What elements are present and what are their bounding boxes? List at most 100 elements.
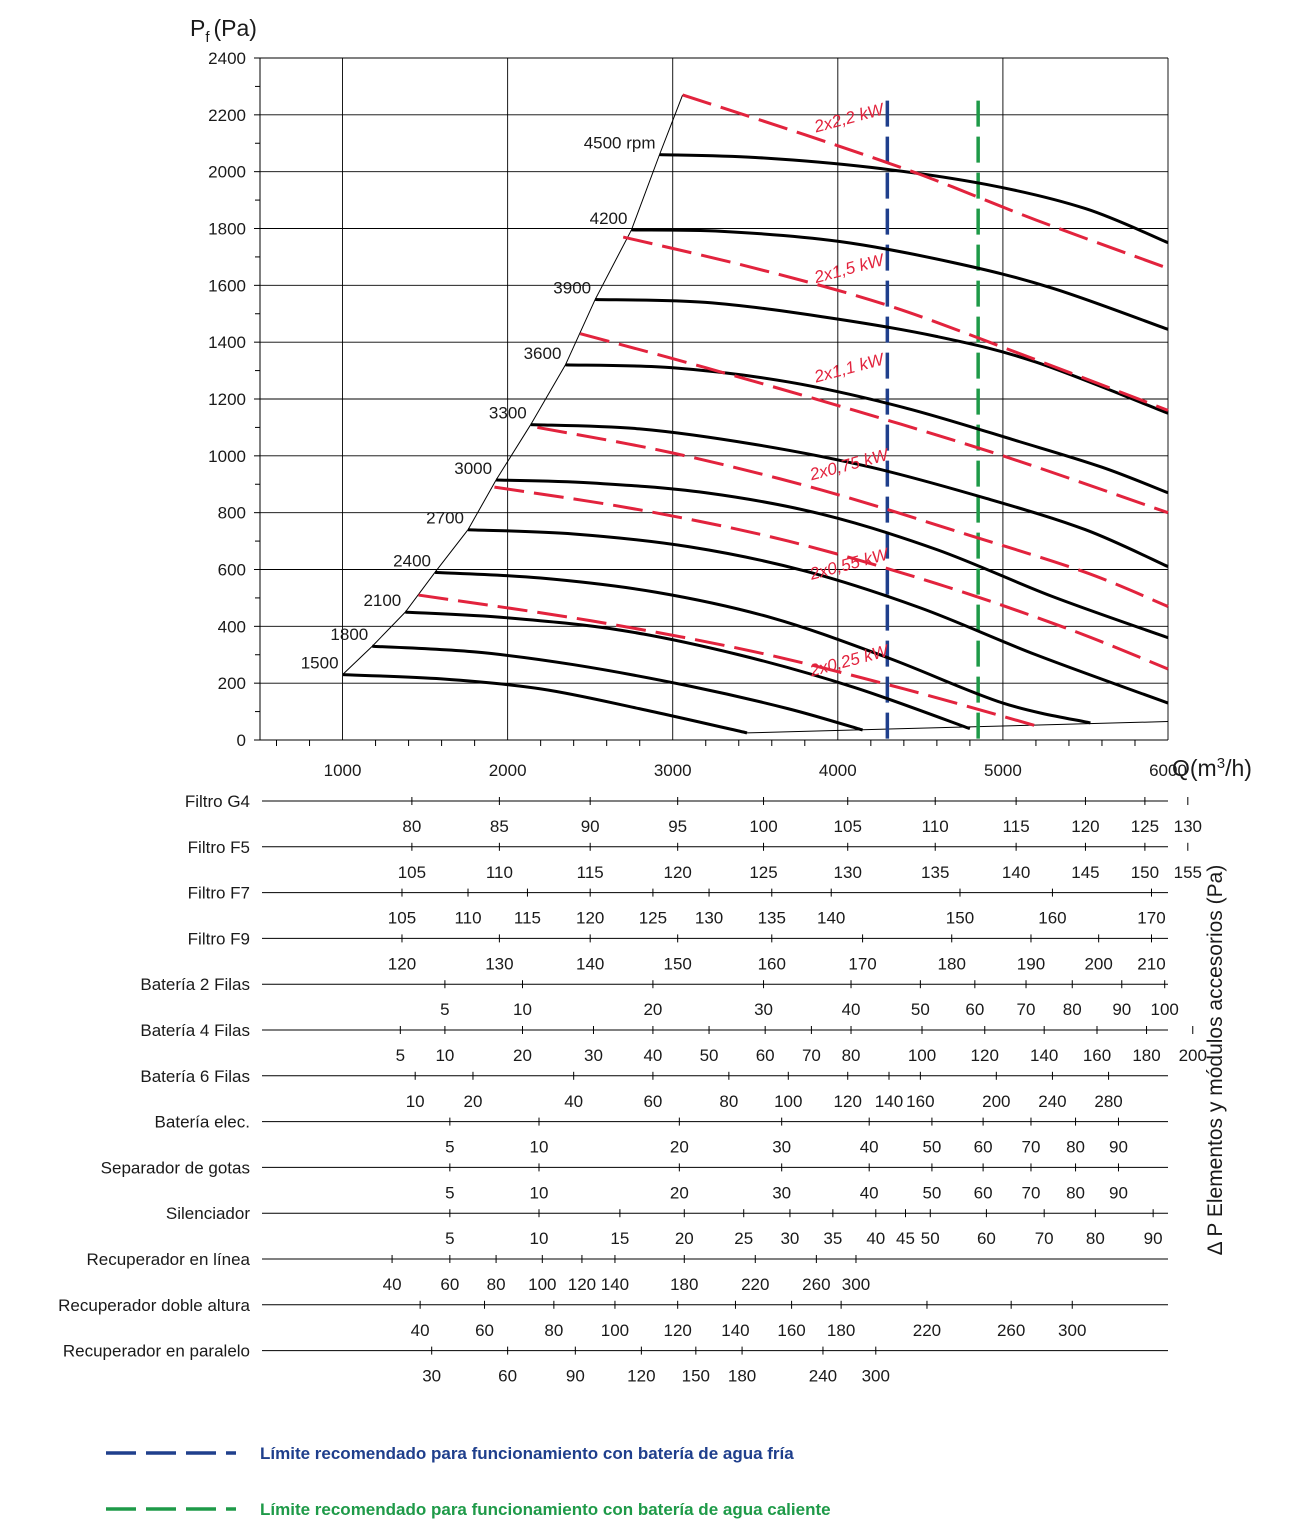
accessory-value: 5: [445, 1138, 454, 1157]
accessory-value: 140: [1002, 863, 1030, 882]
accessory-value: 40: [383, 1275, 402, 1294]
rpm-curve-label: 1800: [330, 625, 368, 644]
y-tick-label: 1200: [208, 390, 246, 409]
accessory-value: 100: [1151, 1000, 1179, 1019]
accessory-value: 70: [802, 1046, 821, 1065]
accessory-value: 160: [1083, 1046, 1111, 1065]
accessory-value: 180: [827, 1321, 855, 1340]
accessory-value: 125: [639, 909, 667, 928]
y-tick-label: 1400: [208, 333, 246, 352]
accessory-value: 160: [906, 1092, 934, 1111]
rpm-curve-label: 1500: [301, 654, 339, 673]
accessory-value: 30: [584, 1046, 603, 1065]
power-curve: [622, 235, 1169, 412]
accessory-value: 60: [756, 1046, 775, 1065]
rpm-curve: [530, 423, 1169, 569]
accessory-value: 40: [860, 1183, 879, 1202]
accessory-value: 50: [921, 1229, 940, 1248]
accessory-row-label: Separador de gotas: [101, 1158, 250, 1177]
accessory-value: 35: [823, 1229, 842, 1248]
accessory-value: 200: [1084, 954, 1112, 973]
accessory-value: 5: [445, 1183, 454, 1202]
y-tick-label: 200: [218, 674, 246, 693]
accessory-value: 80: [1086, 1229, 1105, 1248]
legend: Límite recomendado para funcionamiento c…: [106, 1444, 831, 1519]
rpm-curve-label: 3300: [489, 404, 527, 423]
accessory-value: 80: [1066, 1138, 1085, 1157]
y-tick-label: 2000: [208, 163, 246, 182]
accessory-value: 110: [454, 909, 481, 928]
accessory-value: 120: [627, 1367, 655, 1386]
accessory-value: 200: [1179, 1046, 1207, 1065]
rpm-curve: [372, 644, 863, 732]
y-tick-label: 0: [237, 731, 246, 750]
accessory-value: 60: [965, 1000, 984, 1019]
accessory-value: 150: [1131, 863, 1159, 882]
accessory-value: 210: [1137, 954, 1165, 973]
accessory-value: 90: [1109, 1138, 1128, 1157]
accessory-value: 5: [396, 1046, 405, 1065]
rpm-curve: [595, 298, 1169, 415]
accessory-value: 20: [670, 1138, 689, 1157]
x-tick-label: 6000: [1149, 761, 1187, 780]
accessory-value: 85: [490, 817, 509, 836]
accessory-value: 70: [1022, 1138, 1041, 1157]
rpm-curve-label: 3000: [454, 459, 492, 478]
power-curve: [494, 485, 1169, 671]
accessory-value: 20: [675, 1229, 694, 1248]
accessory-value: 40: [411, 1321, 430, 1340]
accessory-value: 120: [663, 1321, 691, 1340]
accessory-value: 240: [1038, 1092, 1066, 1111]
y-tick-label: 2200: [208, 106, 246, 125]
accessory-value: 90: [1112, 1000, 1131, 1019]
accessory-value: 130: [695, 909, 723, 928]
accessory-value: 220: [913, 1321, 941, 1340]
accessory-value: 95: [668, 817, 687, 836]
accessory-value: 15: [610, 1229, 629, 1248]
accessory-value: 260: [997, 1321, 1025, 1340]
accessory-value: 105: [388, 909, 416, 928]
accessory-value: 30: [422, 1367, 441, 1386]
accessory-value: 90: [566, 1367, 585, 1386]
accessory-value: 100: [528, 1275, 556, 1294]
rpm-curve-label: 2700: [426, 509, 464, 528]
accessory-value: 10: [530, 1229, 549, 1248]
accessory-value: 40: [564, 1092, 583, 1111]
accessory-value: 150: [946, 909, 974, 928]
accessory-value: 50: [922, 1138, 941, 1157]
accessory-row-label: Filtro F7: [188, 884, 250, 903]
accessory-value: 140: [721, 1321, 749, 1340]
rpm-curve: [496, 478, 1169, 640]
accessory-value: 105: [834, 817, 862, 836]
legend-label: Límite recomendado para funcionamiento c…: [260, 1444, 794, 1463]
legend-label: Límite recomendado para funcionamiento c…: [260, 1500, 831, 1519]
accessory-value: 190: [1017, 954, 1045, 973]
accessory-value: 105: [398, 863, 426, 882]
y-tick-label: 1800: [208, 220, 246, 239]
accessory-value: 80: [487, 1275, 506, 1294]
accessory-value: 130: [485, 954, 513, 973]
accessory-value: 140: [817, 909, 845, 928]
accessory-row-label: Batería 2 Filas: [140, 975, 250, 994]
accessory-value: 60: [974, 1183, 993, 1202]
accessory-value: 10: [513, 1000, 532, 1019]
accessory-value: 120: [568, 1275, 596, 1294]
plot-grid: [254, 57, 1169, 746]
accessory-value: 40: [643, 1046, 662, 1065]
y-axis-title-unit: (Pa): [214, 15, 257, 41]
accessory-value: 200: [982, 1092, 1010, 1111]
accessory-value: 140: [576, 954, 604, 973]
y-axis-title-sub: f: [205, 29, 210, 46]
y-tick-label: 1600: [208, 276, 246, 295]
power-curve-label: 2x0,75 kW: [807, 445, 892, 485]
rpm-curve: [434, 570, 1091, 725]
power-curve: [682, 93, 1169, 270]
accessory-value: 60: [974, 1138, 993, 1157]
accessory-value: 100: [774, 1092, 802, 1111]
accessory-value: 5: [440, 1000, 449, 1019]
accessory-value: 145: [1071, 863, 1099, 882]
power-curve: [418, 593, 1037, 728]
accessory-value: 115: [1003, 817, 1030, 836]
accessory-value: 40: [842, 1000, 861, 1019]
